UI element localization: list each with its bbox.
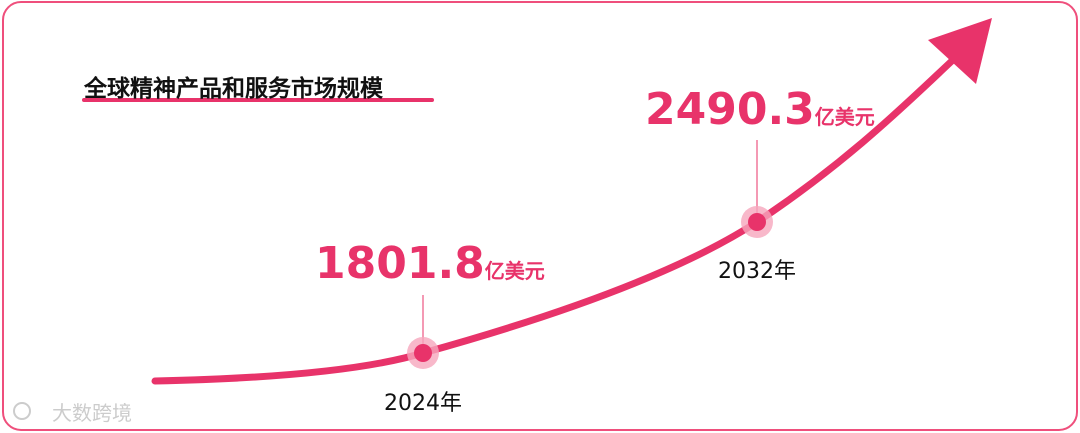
year-label: 2024年 — [384, 391, 462, 416]
value: 2490.3亿美元 — [645, 84, 875, 135]
value-unit: 亿美元 — [815, 105, 875, 129]
value-unit: 亿美元 — [485, 259, 545, 283]
watermark-icon — [13, 402, 31, 420]
value-number: 1801.8 — [315, 238, 485, 289]
growth-curve — [151, 54, 959, 385]
point — [748, 213, 766, 231]
value-number: 2490.3 — [645, 84, 815, 135]
point — [414, 344, 432, 362]
arrow-head — [928, 18, 992, 84]
value: 1801.8亿美元 — [315, 238, 545, 289]
year-label: 2032年 — [718, 259, 796, 284]
title: 全球精神产品和服务市场规模 — [83, 75, 384, 102]
watermark: 大数跨境 — [52, 401, 132, 425]
